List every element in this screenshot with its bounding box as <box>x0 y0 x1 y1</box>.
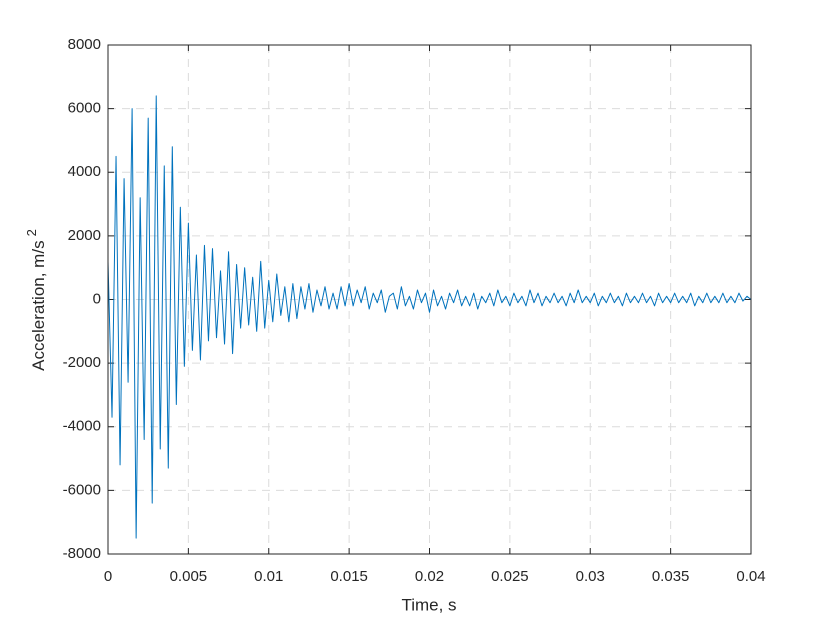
y-tick-label: 6000 <box>68 100 101 117</box>
y-axis-label: Acceleration, m/s 2 <box>24 229 48 371</box>
y-tick-label: 4000 <box>68 163 101 180</box>
y-axis-label-superscript: 2 <box>24 229 39 236</box>
x-tick-label: 0.005 <box>170 568 208 585</box>
y-tick-label: 8000 <box>68 36 101 53</box>
x-tick-label: 0.025 <box>491 568 529 585</box>
data-line <box>107 95 752 539</box>
y-tick-label: -8000 <box>63 545 101 562</box>
y-axis-label-text: Acceleration, m/s <box>29 240 48 370</box>
y-tick-label: 0 <box>93 290 101 307</box>
y-tick-label: 2000 <box>68 227 101 244</box>
y-tick-label: -6000 <box>63 481 101 498</box>
x-tick-label: 0 <box>104 568 112 585</box>
y-tick-label: -4000 <box>63 418 101 435</box>
x-tick-label: 0.02 <box>415 568 444 585</box>
x-tick-label: 0.015 <box>330 568 368 585</box>
y-tick-label: -2000 <box>63 354 101 371</box>
axes-box <box>107 44 752 555</box>
x-axis-label: Time, s <box>401 595 456 614</box>
x-tick-label: 0.03 <box>576 568 605 585</box>
x-tick-label: 0.01 <box>254 568 283 585</box>
x-tick-label: 0.035 <box>652 568 690 585</box>
x-tick-label: 0.04 <box>736 568 765 585</box>
